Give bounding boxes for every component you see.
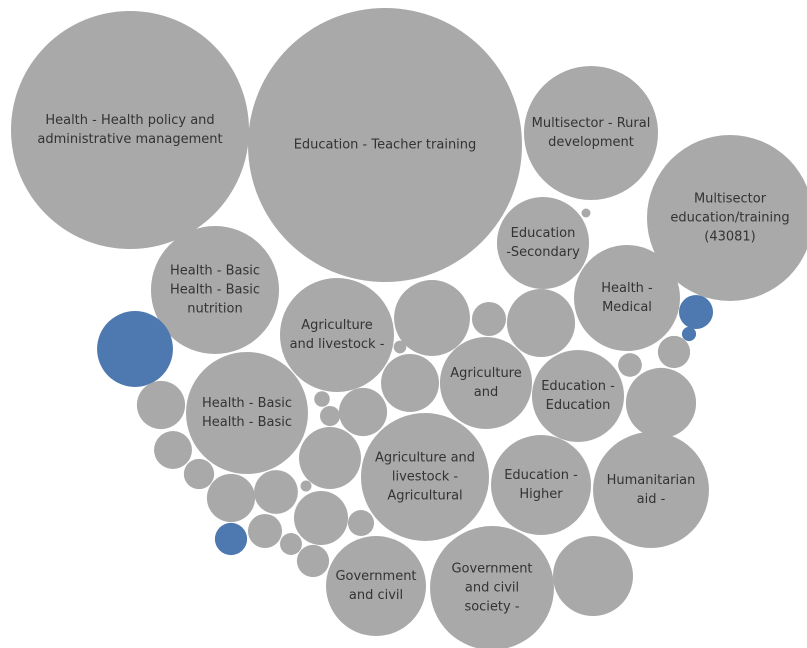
bubble <box>531 349 625 443</box>
bubble <box>393 340 407 354</box>
bubble-label: Medical <box>602 300 652 315</box>
bubble <box>678 294 714 330</box>
bubble-label: Multisector <box>694 192 767 207</box>
bubble-label: Government <box>451 562 532 577</box>
bubble <box>11 11 249 249</box>
bubble <box>439 336 533 430</box>
bubble-label: society - <box>464 600 519 615</box>
bubble <box>206 473 256 523</box>
bubble-label: Agriculture <box>301 318 373 333</box>
bubble <box>186 352 308 474</box>
bubble-label: and civil <box>349 588 403 603</box>
bubble <box>625 367 697 439</box>
bubble <box>314 391 330 407</box>
bubble-label: and civil <box>465 581 519 596</box>
bubble-label: Government <box>335 569 416 584</box>
bubble-label: Multisector - Rural <box>532 116 651 131</box>
bubble-label: Education <box>511 226 576 241</box>
bubble-label: Health - Basic <box>202 415 292 430</box>
bubble <box>279 277 395 393</box>
bubble-label: Education - Teacher training <box>294 138 477 153</box>
bubble-label: development <box>548 135 634 150</box>
bubble <box>471 301 507 337</box>
bubble <box>300 480 312 492</box>
bubble <box>183 458 215 490</box>
bubble-label: education/training <box>670 211 789 226</box>
bubble <box>581 208 591 218</box>
bubble <box>254 470 298 514</box>
bubble <box>326 536 426 636</box>
bubble-label: Agriculture <box>450 366 522 381</box>
bubble-label: administrative management <box>37 132 222 147</box>
bubble-label: Agriculture and <box>375 451 475 466</box>
bubble <box>430 526 554 648</box>
bubble <box>247 513 283 549</box>
bubble <box>523 65 659 201</box>
bubble <box>150 225 280 355</box>
bubble <box>553 536 633 616</box>
bubble <box>293 490 349 546</box>
bubble <box>97 311 173 387</box>
bubble <box>320 406 340 426</box>
bubble-label: Agricultural <box>387 489 462 504</box>
bubble <box>154 431 192 469</box>
bubble-label: aid - <box>637 492 666 507</box>
bubble-label: Education - <box>541 379 615 394</box>
bubble-label: Health - Basic <box>170 283 260 298</box>
bubble <box>338 387 388 437</box>
bubble-label: Health - Basic <box>170 264 260 279</box>
bubble <box>618 353 642 377</box>
bubble <box>681 326 697 342</box>
bubble-label: nutrition <box>187 302 242 317</box>
bubble-label: and <box>474 385 498 400</box>
bubble <box>496 196 590 290</box>
bubble <box>347 509 375 537</box>
bubble-label: -Secondary <box>506 245 580 260</box>
bubble <box>136 380 186 430</box>
bubble <box>296 544 330 578</box>
bubble <box>360 412 490 542</box>
bubble <box>394 280 470 356</box>
bubble <box>593 432 709 548</box>
bubble-label: Health - Health policy and <box>45 113 214 128</box>
bubble-label: Education - <box>504 468 578 483</box>
bubble-label: Health - <box>601 281 653 296</box>
bubble <box>647 135 807 301</box>
bubble-label: Health - Basic <box>202 396 292 411</box>
bubble <box>299 427 361 489</box>
bubble <box>381 354 439 412</box>
bubble-label: Humanitarian <box>607 473 696 488</box>
bubble <box>214 522 248 556</box>
bubble-label: (43081) <box>704 230 756 245</box>
bubble <box>247 7 523 283</box>
bubble-label: livestock - <box>392 470 459 485</box>
bubble <box>657 335 691 369</box>
bubble-label: Education <box>546 398 611 413</box>
bubble <box>573 244 681 352</box>
bubble <box>280 533 302 555</box>
bubble-label: and livestock - <box>290 337 385 352</box>
bubble <box>491 435 591 535</box>
bubble <box>506 288 576 358</box>
bubble-label: Higher <box>519 487 563 502</box>
